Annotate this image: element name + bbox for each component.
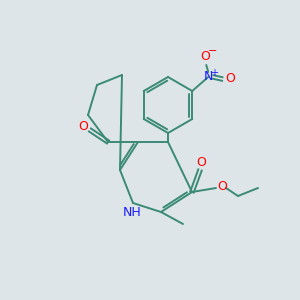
Text: O: O: [225, 71, 235, 85]
Text: O: O: [217, 179, 227, 193]
Text: O: O: [78, 119, 88, 133]
Text: NH: NH: [123, 206, 141, 220]
Text: O: O: [196, 155, 206, 169]
Text: N: N: [204, 70, 213, 83]
Text: −: −: [208, 46, 217, 56]
Text: O: O: [200, 50, 210, 62]
Text: +: +: [210, 68, 218, 78]
